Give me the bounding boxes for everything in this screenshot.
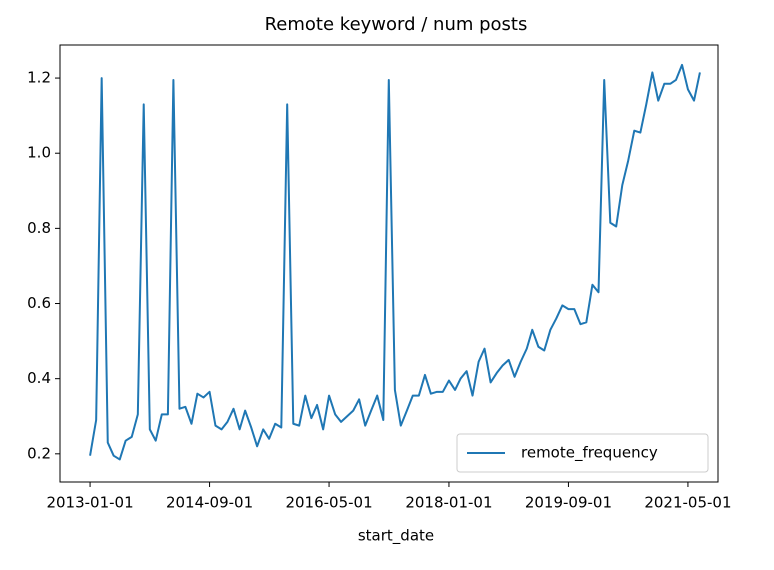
y-tick-label: 0.8 xyxy=(27,219,51,237)
x-tick-label: 2019-09-01 xyxy=(525,494,612,512)
chart-title: Remote keyword / num posts xyxy=(265,14,528,35)
y-tick-label: 1.0 xyxy=(27,144,51,162)
x-tick-label: 2016-05-01 xyxy=(285,494,372,512)
legend-box xyxy=(456,433,709,473)
y-tick-label: 0.4 xyxy=(27,369,51,387)
x-axis-label: start_date xyxy=(358,527,434,546)
legend-label: remote_frequency xyxy=(521,444,658,463)
plot-frame xyxy=(59,44,719,483)
y-tick-label: 0.2 xyxy=(27,444,51,462)
x-tick-label: 2014-09-01 xyxy=(166,494,253,512)
x-tick-label: 2018-01-01 xyxy=(405,494,492,512)
y-tick-label: 0.6 xyxy=(27,294,51,312)
y-tick-label: 1.2 xyxy=(27,69,51,87)
x-tick-label: 2021-05-01 xyxy=(644,494,731,512)
data-line xyxy=(89,63,701,461)
x-tick-label: 2013-01-01 xyxy=(46,494,133,512)
